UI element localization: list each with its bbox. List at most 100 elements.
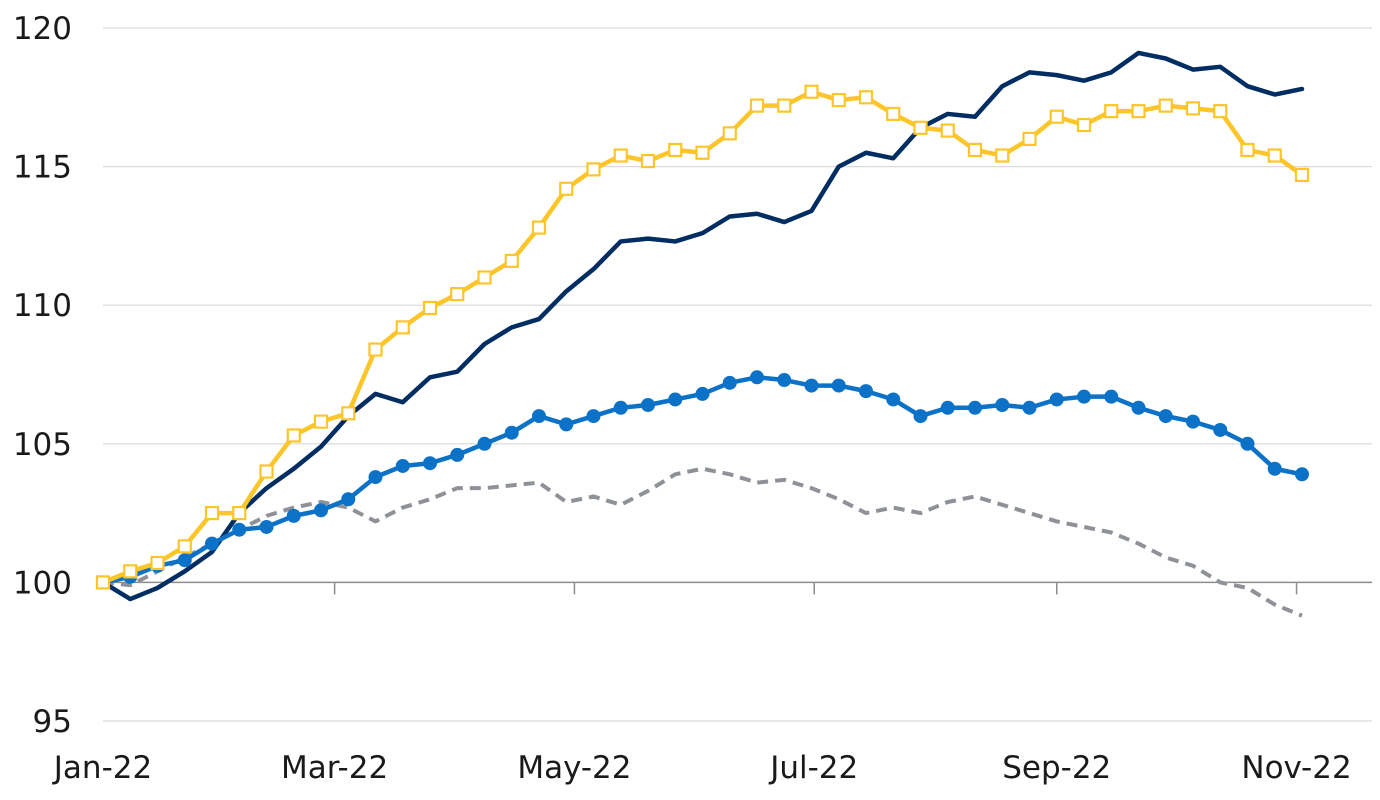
series-line bbox=[100, 89, 1305, 585]
data-point bbox=[504, 253, 519, 268]
data-point bbox=[940, 123, 955, 138]
data-point bbox=[559, 417, 574, 432]
data-series bbox=[95, 50, 1310, 618]
data-point bbox=[613, 400, 628, 415]
data-point bbox=[968, 400, 982, 415]
y-tick-label: 95 bbox=[33, 704, 72, 740]
data-point bbox=[777, 373, 792, 388]
data-point bbox=[232, 506, 247, 521]
data-point bbox=[314, 503, 328, 518]
data-point bbox=[1185, 101, 1201, 116]
series-line bbox=[100, 50, 1305, 602]
series-1 bbox=[95, 84, 1310, 590]
data-point bbox=[1158, 409, 1173, 424]
data-point bbox=[1022, 131, 1037, 146]
data-point bbox=[586, 409, 601, 424]
data-point bbox=[995, 148, 1010, 163]
data-point bbox=[504, 425, 519, 440]
data-point bbox=[831, 378, 846, 393]
data-point bbox=[1186, 414, 1200, 429]
data-point bbox=[940, 400, 955, 415]
data-point bbox=[1294, 167, 1310, 183]
data-point bbox=[1295, 467, 1309, 482]
data-point bbox=[1213, 422, 1228, 437]
data-point bbox=[341, 492, 356, 507]
data-point bbox=[423, 456, 437, 471]
data-point bbox=[395, 320, 410, 335]
data-point bbox=[831, 92, 846, 108]
data-point bbox=[913, 409, 928, 424]
series-line bbox=[102, 466, 1303, 618]
x-tick-label: Jan-22 bbox=[52, 750, 152, 786]
data-point bbox=[1131, 400, 1146, 415]
data-point bbox=[531, 220, 547, 235]
data-point bbox=[886, 392, 901, 407]
data-point bbox=[858, 90, 874, 105]
data-point bbox=[259, 519, 274, 534]
data-point bbox=[668, 392, 683, 407]
data-point bbox=[395, 458, 410, 473]
x-tick-label: May-22 bbox=[517, 750, 631, 786]
y-tick-label: 120 bbox=[13, 11, 72, 47]
data-point bbox=[123, 564, 138, 579]
data-point bbox=[641, 397, 655, 412]
x-tick-label: Nov-22 bbox=[1241, 750, 1351, 786]
x-tick-label: Sep-22 bbox=[1002, 750, 1111, 786]
data-point bbox=[804, 378, 819, 393]
data-point bbox=[259, 464, 274, 479]
data-point bbox=[450, 447, 465, 462]
y-tick-label: 100 bbox=[13, 565, 72, 601]
data-point bbox=[232, 522, 247, 537]
data-point bbox=[205, 536, 219, 551]
x-tick-label: Jul-22 bbox=[768, 750, 858, 786]
data-point bbox=[695, 386, 710, 401]
data-point bbox=[1104, 104, 1119, 119]
data-point bbox=[1049, 109, 1064, 124]
data-point bbox=[722, 126, 737, 141]
data-point bbox=[450, 287, 465, 302]
data-point bbox=[1049, 392, 1064, 407]
data-point bbox=[95, 575, 111, 590]
data-point bbox=[995, 397, 1010, 412]
x-axis: Jan-22 Mar-22 May-22 Jul-22 Sep-22 Nov-22 bbox=[52, 581, 1372, 786]
data-point bbox=[804, 84, 819, 99]
data-point bbox=[532, 409, 546, 424]
data-point bbox=[1240, 142, 1255, 158]
data-point bbox=[586, 162, 601, 177]
data-point bbox=[1022, 400, 1037, 415]
data-point bbox=[313, 414, 329, 429]
data-point bbox=[177, 553, 192, 568]
data-point bbox=[1240, 436, 1255, 451]
gridlines bbox=[103, 27, 1372, 722]
y-tick-label: 115 bbox=[13, 150, 72, 186]
y-tick-label: 110 bbox=[13, 288, 72, 324]
data-point bbox=[1267, 148, 1282, 163]
data-point bbox=[668, 142, 683, 158]
series-line bbox=[100, 375, 1305, 585]
data-point bbox=[913, 120, 928, 135]
data-point bbox=[286, 508, 301, 523]
data-point bbox=[368, 342, 383, 357]
data-point bbox=[341, 406, 356, 421]
data-point bbox=[777, 98, 792, 113]
data-point bbox=[1158, 98, 1173, 113]
data-point bbox=[750, 370, 764, 385]
data-point bbox=[695, 145, 710, 160]
data-point bbox=[177, 539, 192, 554]
data-point bbox=[1267, 461, 1282, 476]
data-point bbox=[286, 428, 301, 443]
data-point bbox=[1131, 104, 1146, 119]
y-tick-label: 105 bbox=[13, 427, 72, 463]
data-point bbox=[1213, 104, 1228, 119]
data-point bbox=[1077, 389, 1091, 404]
data-point bbox=[886, 106, 901, 122]
data-point bbox=[722, 375, 737, 390]
y-axis-tick-labels: 95 100 105 110 115 120 bbox=[13, 11, 72, 740]
data-point bbox=[613, 148, 628, 163]
data-point bbox=[204, 506, 220, 521]
data-point bbox=[640, 153, 656, 169]
data-point bbox=[559, 181, 574, 196]
data-point bbox=[859, 384, 873, 399]
